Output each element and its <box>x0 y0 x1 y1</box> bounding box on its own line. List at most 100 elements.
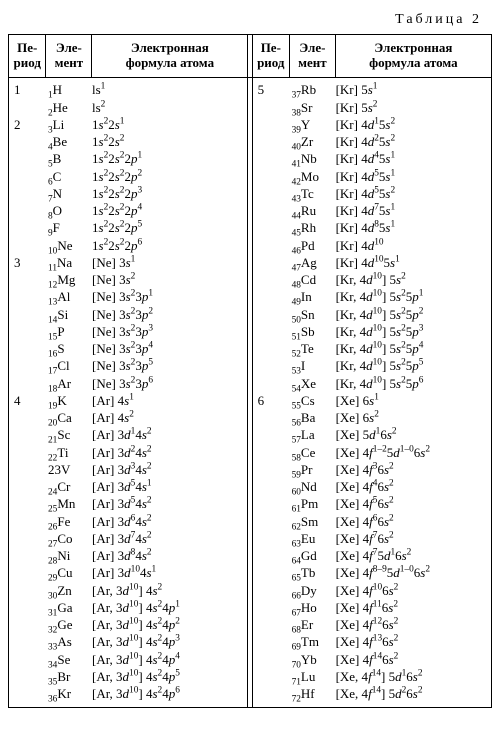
element-row: 419K[Ar] 4s1 <box>13 392 243 409</box>
formula-cell: [Xe] 4f75d16s2 <box>335 548 487 565</box>
element-cell: 62Sm <box>291 513 335 530</box>
formula-cell: ls1 <box>91 82 243 99</box>
formula-cell: [Ar, 3d10] 4s24p4 <box>91 651 243 668</box>
period-cell <box>257 565 291 582</box>
period-cell <box>257 203 291 220</box>
right-panel: 537Rb[Kr] 5s138Sr[Kr] 5s239Y[Kr] 4d15s24… <box>252 77 491 707</box>
element-cell: 49In <box>291 289 335 306</box>
period-cell <box>257 617 291 634</box>
element-cell: 45Rh <box>291 220 335 237</box>
element-row: 33As[Ar, 3d10] 4s24p3 <box>13 634 243 651</box>
period-cell <box>257 479 291 496</box>
formula-cell: [Kr] 4d55s1 <box>335 168 487 185</box>
period-cell <box>13 306 47 323</box>
formula-cell: [Kr, 4d10] 5s25p2 <box>335 306 487 323</box>
period-cell <box>257 599 291 616</box>
period-cell <box>13 220 47 237</box>
element-row: 23Li1s22s1 <box>13 116 243 133</box>
element-row: 42Mo[Kr] 4d55s1 <box>257 168 487 185</box>
formula-cell: [Ar, 3d10] 4s2 <box>91 582 243 599</box>
formula-cell: [Ar] 3d74s2 <box>91 530 243 547</box>
element-row: 53I[Kr, 4d10] 5s25p5 <box>257 358 487 375</box>
element-cell: 57La <box>291 427 335 444</box>
formula-cell: 1s22s22p4 <box>91 203 243 220</box>
element-row: 7N1s22s22p3 <box>13 185 243 202</box>
left-panel: 11Hls12Hels223Li1s22s14Be1s22s25B1s22s22… <box>9 77 248 707</box>
element-row: 21Sc[Ar] 3d14s2 <box>13 427 243 444</box>
formula-cell: [Xe] 6s1 <box>335 392 487 409</box>
element-row: 6C1s22s22p2 <box>13 168 243 185</box>
element-row: 29Cu[Ar] 3d104s1 <box>13 565 243 582</box>
formula-cell: [Ne] 3s23p5 <box>91 358 243 375</box>
element-cell: 31Ga <box>47 599 91 616</box>
element-row: 71Lu[Xe, 4f14] 5d16s2 <box>257 668 487 685</box>
formula-cell: [Kr, 4d10] 5s25p5 <box>335 358 487 375</box>
element-cell: 52Te <box>291 341 335 358</box>
element-cell: 48Cd <box>291 272 335 289</box>
formula-cell: [Xe] 4f46s2 <box>335 479 487 496</box>
formula-cell: [Xe] 4f116s2 <box>335 599 487 616</box>
period-cell <box>257 341 291 358</box>
formula-cell: [Ar] 3d104s1 <box>91 565 243 582</box>
element-row: 30Zn[Ar, 3d10] 4s2 <box>13 582 243 599</box>
element-cell: 13Al <box>47 289 91 306</box>
element-cell: 68Er <box>291 617 335 634</box>
formula-cell: [Xe] 4f36s2 <box>335 461 487 478</box>
period-cell <box>257 461 291 478</box>
period-cell <box>257 151 291 168</box>
formula-cell: [Kr] 5s1 <box>335 82 487 99</box>
period-cell <box>13 565 47 582</box>
formula-cell: [Kr] 4d75s1 <box>335 203 487 220</box>
formula-cell: [Ar, 3d10] 4s24p5 <box>91 668 243 685</box>
period-cell <box>257 651 291 668</box>
period-cell: 3 <box>13 254 47 271</box>
period-cell <box>13 599 47 616</box>
element-row: 48Cd[Kr, 4d10] 5s2 <box>257 272 487 289</box>
element-cell: 65Tb <box>291 565 335 582</box>
element-cell: 17Cl <box>47 358 91 375</box>
element-row: 58Ce[Xe] 4f1–25d1–06s2 <box>257 444 487 461</box>
element-cell: 67Ho <box>291 599 335 616</box>
element-cell: 53I <box>291 358 335 375</box>
period-cell <box>13 375 47 392</box>
element-cell: 41Nb <box>291 151 335 168</box>
formula-cell: [Kr] 4d55s2 <box>335 185 487 202</box>
period-cell <box>257 323 291 340</box>
element-cell: 42Mo <box>291 168 335 185</box>
element-row: 45Rh[Kr] 4d85s1 <box>257 220 487 237</box>
element-row: 22Ti[Ar] 3d24s2 <box>13 444 243 461</box>
formula-cell: [Ne] 3s23p4 <box>91 341 243 358</box>
element-cell: 12Mg <box>47 272 91 289</box>
formula-cell: [Ne] 3s23p1 <box>91 289 243 306</box>
element-row: 72Hf[Xe, 4f14] 5d26s2 <box>257 686 487 703</box>
element-row: 68Er[Xe] 4f126s2 <box>257 617 487 634</box>
formula-cell: [Kr] 4d105s1 <box>335 254 487 271</box>
period-cell <box>257 582 291 599</box>
element-row: 46Pd[Kr] 4d10 <box>257 237 487 254</box>
header-period-left: Пе-риод <box>9 35 46 78</box>
element-row: 60Nd[Xe] 4f46s2 <box>257 479 487 496</box>
formula-cell: [Ne] 3s23p3 <box>91 323 243 340</box>
formula-cell: [Kr, 4d10] 5s25p4 <box>335 341 487 358</box>
element-cell: 38Sr <box>291 99 335 116</box>
element-cell: 21Sc <box>47 427 91 444</box>
period-cell <box>13 617 47 634</box>
element-cell: 71Lu <box>291 668 335 685</box>
period-cell <box>257 668 291 685</box>
element-cell: 51Sb <box>291 323 335 340</box>
element-cell: 56Ba <box>291 410 335 427</box>
period-cell <box>13 237 47 254</box>
formula-cell: 1s22s22p5 <box>91 220 243 237</box>
period-cell <box>257 272 291 289</box>
header-formula-right: Электроннаяформула атома <box>335 35 491 78</box>
table-body-row: 11Hls12Hels223Li1s22s14Be1s22s25B1s22s22… <box>9 77 492 707</box>
formula-cell: [Xe] 6s2 <box>335 410 487 427</box>
element-cell: 9F <box>47 220 91 237</box>
formula-cell: [Ar, 3d10] 4s24p6 <box>91 686 243 703</box>
element-row: 39Y[Kr] 4d15s2 <box>257 116 487 133</box>
element-cell: 40Zr <box>291 134 335 151</box>
left-inner-table: 11Hls12Hels223Li1s22s14Be1s22s25B1s22s22… <box>13 82 243 703</box>
formula-cell: [Kr, 4d10] 5s25p6 <box>335 375 487 392</box>
header-element-left: Эле-мент <box>46 35 92 78</box>
element-cell: 50Sn <box>291 306 335 323</box>
